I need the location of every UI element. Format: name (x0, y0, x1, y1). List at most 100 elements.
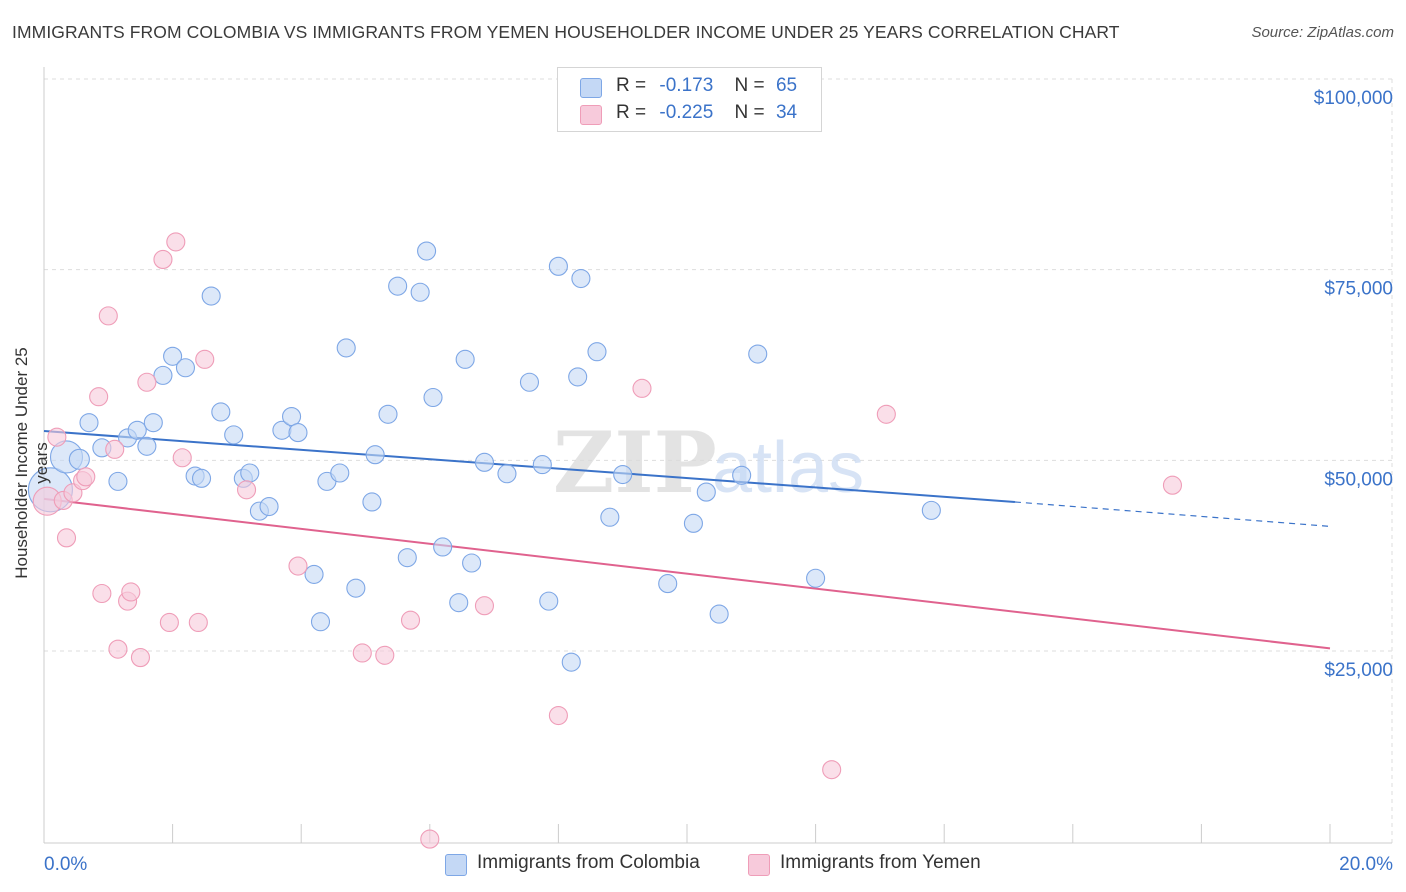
point-colombia (587, 342, 607, 362)
point-colombia (658, 574, 678, 594)
bottom-legend-swatch-colombia (445, 854, 467, 876)
point-colombia (175, 358, 196, 378)
point-colombia (304, 564, 324, 584)
x-tick-label-max: 20.0% (1339, 854, 1393, 875)
point-colombia (548, 256, 568, 276)
point-colombia (474, 452, 495, 472)
point-colombia (397, 548, 417, 568)
point-yemen (632, 378, 652, 398)
point-yemen (130, 648, 150, 668)
point-colombia (137, 436, 157, 456)
y-tick-label: $50,000 (1324, 469, 1393, 490)
point-colombia (346, 578, 366, 598)
point-yemen (420, 829, 440, 849)
point-yemen (474, 596, 495, 616)
point-colombia (127, 420, 147, 440)
point-yemen (105, 439, 125, 459)
trend-line-yemen (43, 497, 1331, 650)
chart-source: Source: ZipAtlas.com (1251, 24, 1394, 41)
point-colombia (282, 407, 302, 427)
y-tick-label: $100,000 (1314, 88, 1393, 109)
point-colombia (613, 464, 633, 485)
point-colombia (224, 425, 244, 445)
point-yemen (108, 639, 128, 659)
bottom-legend-swatch-yemen (748, 854, 770, 876)
point-colombia (191, 468, 212, 488)
point-colombia (211, 402, 231, 422)
point-yemen (876, 404, 896, 424)
point-colombia (143, 413, 163, 433)
point-colombia (417, 241, 437, 261)
point-colombia (108, 471, 128, 491)
point-yemen (56, 528, 77, 548)
trend-line-colombia (43, 430, 1016, 503)
point-yemen (195, 349, 215, 369)
point-colombia (310, 612, 331, 632)
point-yemen (153, 249, 173, 269)
legend-n-label: N = (734, 102, 765, 123)
legend-r-label: R = (616, 102, 647, 123)
legend-swatch-colombia (580, 78, 602, 98)
point-colombia (462, 553, 482, 573)
legend-swatch-yemen (580, 105, 602, 125)
point-yemen (548, 705, 568, 726)
point-colombia (497, 464, 517, 484)
trend-line-colombia-extension (1014, 501, 1331, 527)
legend-r-value: -0.225 (659, 102, 714, 123)
point-colombia (732, 465, 752, 485)
y-tick-label: $75,000 (1324, 279, 1393, 300)
legend-r-label: R = (616, 75, 647, 96)
point-colombia (259, 497, 279, 517)
point-colombia (240, 463, 260, 483)
point-yemen (236, 480, 257, 500)
point-colombia (423, 387, 443, 408)
point-yemen (89, 387, 109, 407)
point-colombia (153, 365, 173, 385)
point-yemen (76, 467, 96, 487)
point-colombia (683, 513, 703, 533)
bottom-legend-label-yemen: Immigrants from Yemen (780, 852, 981, 873)
bottom-legend-label-colombia: Immigrants from Colombia (477, 852, 700, 873)
point-colombia (532, 455, 552, 475)
y-axis-label: Householder Income Under 25 years (12, 347, 51, 579)
point-colombia (163, 346, 183, 366)
point-colombia (330, 463, 350, 483)
trend-lines (43, 430, 1331, 650)
point-colombia (433, 537, 453, 557)
point-colombia (600, 507, 620, 527)
point-colombia (336, 338, 356, 358)
legend-n-value: 65 (775, 75, 798, 96)
data-points (27, 232, 1183, 849)
watermark-atlas: atlas (712, 428, 864, 508)
point-yemen (137, 372, 157, 392)
point-yemen (1162, 475, 1183, 495)
point-colombia (921, 500, 941, 520)
chart-title: IMMIGRANTS FROM COLOMBIA VS IMMIGRANTS F… (12, 22, 1120, 42)
point-colombia (806, 568, 826, 588)
point-colombia (365, 445, 385, 465)
point-colombia (519, 372, 540, 392)
point-colombia (748, 344, 768, 364)
point-colombia (410, 282, 430, 302)
point-colombia (568, 367, 588, 387)
point-yemen (98, 306, 118, 326)
point-colombia (696, 482, 716, 502)
point-colombia (571, 268, 591, 289)
point-colombia (362, 492, 382, 512)
point-colombia (79, 413, 99, 433)
point-yemen (188, 612, 208, 633)
correlation-legend: R = -0.173 N = 65 R = -0.225 N = 34 (557, 67, 822, 132)
point-yemen (400, 610, 421, 630)
point-yemen (121, 582, 141, 602)
watermark-zip: ZIP (553, 413, 717, 512)
point-colombia (68, 448, 90, 470)
legend-n-value: 34 (775, 102, 798, 123)
point-yemen (352, 643, 372, 663)
point-colombia (201, 286, 221, 306)
point-yemen (375, 645, 395, 665)
point-yemen (166, 232, 186, 252)
legend-n-label: N = (734, 75, 765, 96)
point-colombia (539, 591, 559, 611)
point-colombia (288, 423, 308, 443)
